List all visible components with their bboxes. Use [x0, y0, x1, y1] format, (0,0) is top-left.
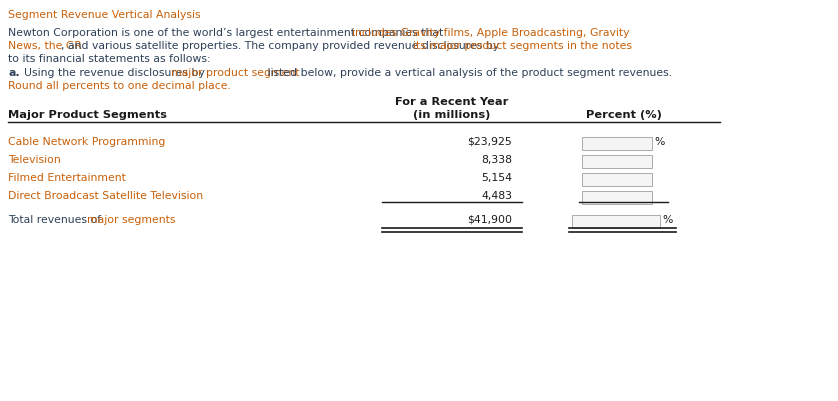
FancyBboxPatch shape — [582, 174, 652, 186]
FancyBboxPatch shape — [572, 215, 660, 229]
Text: major product segment: major product segment — [171, 68, 299, 78]
FancyBboxPatch shape — [582, 192, 652, 205]
Text: listed below, provide a vertical analysis of the product segment revenues.: listed below, provide a vertical analysi… — [264, 68, 672, 78]
Text: Cable Network Programming: Cable Network Programming — [8, 137, 165, 147]
Text: Round all percents to one decimal place.: Round all percents to one decimal place. — [8, 81, 231, 91]
Text: $23,925: $23,925 — [468, 137, 512, 147]
Text: %: % — [654, 137, 665, 147]
Text: %: % — [662, 215, 672, 225]
Text: For a Recent Year: For a Recent Year — [396, 97, 509, 107]
Text: 8,338: 8,338 — [481, 155, 512, 164]
Text: a.: a. — [8, 68, 19, 78]
Text: , and various satellite properties. The company provided revenue disclosures by: , and various satellite properties. The … — [61, 41, 503, 51]
Text: 5,154: 5,154 — [481, 172, 512, 182]
Text: Total revenues of: Total revenues of — [8, 215, 105, 225]
Text: $41,900: $41,900 — [467, 215, 512, 225]
Text: includes Gravity films, Apple Broadcasting, Gravity: includes Gravity films, Apple Broadcasti… — [352, 28, 629, 38]
Text: to its financial statements as follows:: to its financial statements as follows: — [8, 54, 210, 64]
Text: Filmed Entertainment: Filmed Entertainment — [8, 172, 126, 182]
Text: Television: Television — [8, 155, 60, 164]
Text: News, the GR: News, the GR — [8, 41, 82, 51]
FancyBboxPatch shape — [582, 156, 652, 168]
Text: (in millions): (in millions) — [413, 110, 491, 120]
FancyBboxPatch shape — [582, 138, 652, 151]
Text: major segments: major segments — [87, 215, 176, 225]
Text: Using the revenue disclosures by: Using the revenue disclosures by — [17, 68, 208, 78]
Text: Segment Revenue Vertical Analysis: Segment Revenue Vertical Analysis — [8, 10, 200, 20]
Text: Direct Broadcast Satellite Television: Direct Broadcast Satellite Television — [8, 190, 203, 200]
Text: Percent (%): Percent (%) — [586, 110, 662, 120]
Text: Major Product Segments: Major Product Segments — [8, 110, 167, 120]
Text: 4,483: 4,483 — [481, 190, 512, 200]
Text: its major product segments in the notes: its major product segments in the notes — [413, 41, 633, 51]
Text: Newton Corporation is one of the world’s largest entertainment companies that: Newton Corporation is one of the world’s… — [8, 28, 447, 38]
